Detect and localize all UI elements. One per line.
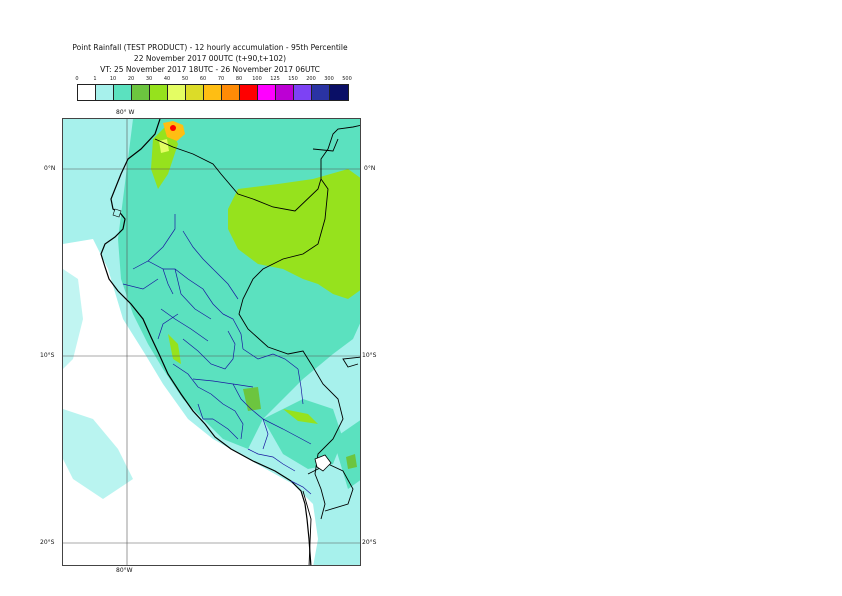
legend-label: 300: [324, 76, 334, 82]
country-borders: [154, 124, 360, 565]
legend-label: 80: [235, 76, 243, 82]
ocean-rain-south: [63, 409, 133, 499]
legend-label: 1: [93, 76, 97, 82]
legend-swatch: [150, 85, 168, 100]
moderate-rain-south: [263, 399, 343, 469]
legend-label: 100: [252, 76, 262, 82]
map-svg: [63, 119, 360, 565]
lat-label-left-20s: 20°S: [40, 539, 55, 546]
lake-titicaca: [314, 454, 332, 472]
lat-label-left-0n: 0°N: [44, 165, 56, 172]
legend-swatch: [240, 85, 258, 100]
legend-label: 50: [181, 76, 189, 82]
ocean-rain-north: [63, 119, 133, 239]
legend-swatch: [312, 85, 330, 100]
heavy-rain-spot-east: [346, 454, 357, 469]
legend-swatch: [78, 85, 96, 100]
strong-rain-spot: [159, 139, 169, 153]
intense-rain-spot: [163, 121, 185, 141]
run-time-label: 22 November 2017 00UTC (t+90,t+102): [133, 54, 287, 63]
legend-swatch: [96, 85, 114, 100]
legend-label: 30: [145, 76, 153, 82]
region-borders: [122, 214, 312, 495]
validity-time-label: VT: 25 November 2017 18UTC - 26 November…: [100, 65, 320, 74]
lat-label-left-10s: 10°S: [40, 352, 55, 359]
lat-label-right-0n: 0°N: [364, 165, 376, 172]
map-title: Point Rainfall (TEST PRODUCT) - 12 hourl…: [72, 43, 348, 52]
extreme-rain-spot: [170, 125, 176, 131]
legend-swatch: [294, 85, 312, 100]
heavy-rain-spot-south: [283, 409, 318, 424]
legend-label: 500: [342, 76, 352, 82]
lat-label-right-20s: 20°S: [362, 539, 377, 546]
legend-swatch: [204, 85, 222, 100]
legend-swatch: [330, 85, 348, 100]
heavy-rain-spot: [168, 334, 181, 364]
lon-label-bottom: 80°W: [116, 567, 133, 574]
legend-label: 20: [127, 76, 135, 82]
legend-swatch: [168, 85, 186, 100]
rainfall-map: [62, 118, 361, 566]
legend-swatch: [258, 85, 276, 100]
legend-label: 60: [199, 76, 207, 82]
lon-label-top: 80° W: [116, 109, 135, 116]
legend-swatch: [114, 85, 132, 100]
lat-label-right-10s: 10°S: [362, 352, 377, 359]
legend-label: 150: [288, 76, 298, 82]
coastline: [100, 119, 312, 565]
legend-label: 200: [306, 76, 316, 82]
legend-label: 125: [270, 76, 280, 82]
color-legend: [77, 84, 349, 101]
island: [112, 208, 122, 218]
legend-swatch: [186, 85, 204, 100]
legend-label: 40: [163, 76, 171, 82]
legend-label: 0: [75, 76, 79, 82]
ocean-rain-west: [63, 269, 83, 369]
legend-swatch: [132, 85, 150, 100]
legend-label: 70: [217, 76, 225, 82]
legend-swatch: [276, 85, 294, 100]
legend-swatch: [222, 85, 240, 100]
legend-labels: 0 1 10 20 30 40 50 60 70 80 100 125 150 200 300 500: [0, 76, 842, 85]
moderate-rain-bolivia: [333, 420, 360, 489]
heavy-rain-spot-mid: [243, 387, 261, 411]
legend-label: 10: [109, 76, 117, 82]
